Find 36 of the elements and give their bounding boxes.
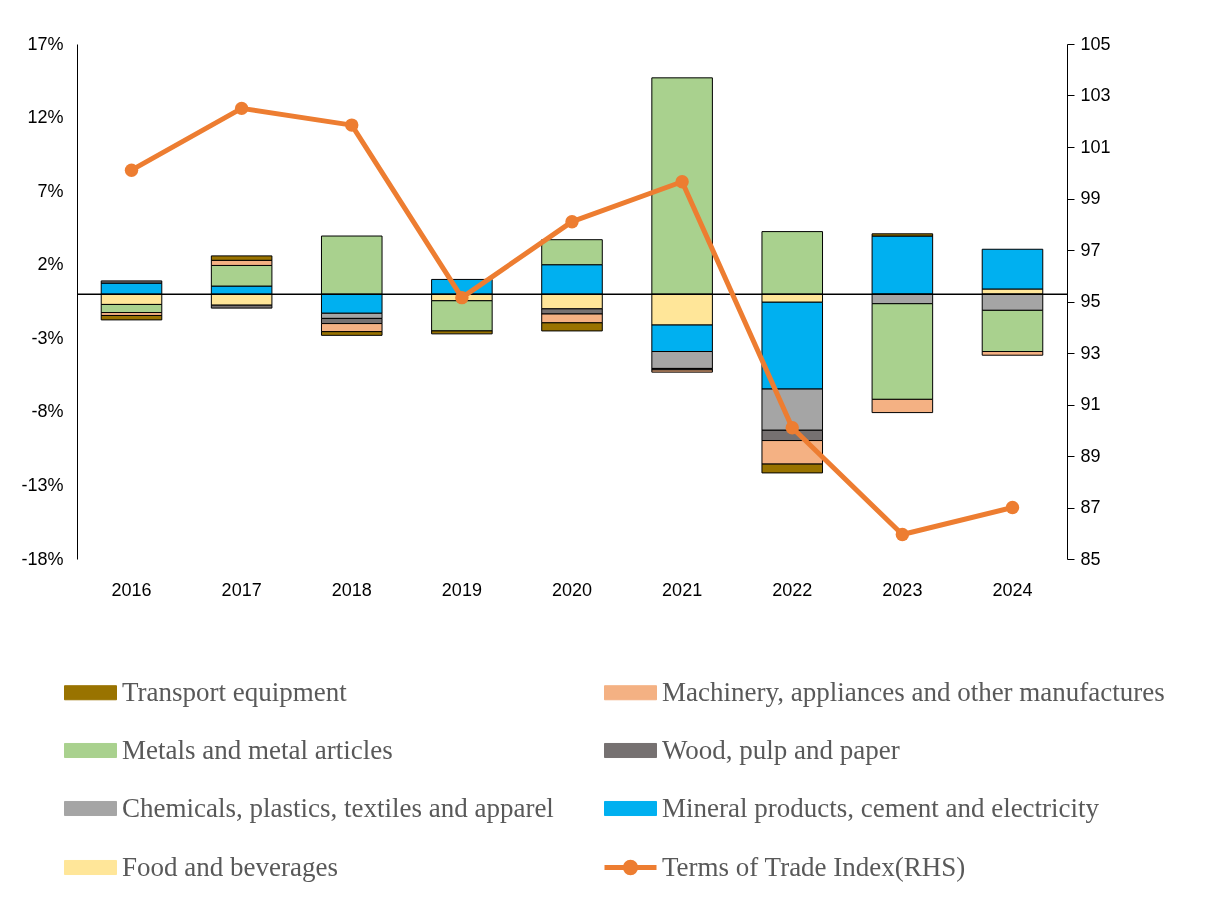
- x-tick-label: 2016: [111, 579, 152, 600]
- y2-tick-label: 85: [1080, 548, 1101, 569]
- y2-tick-label: 105: [1080, 33, 1111, 54]
- x-tick-label: 2017: [221, 579, 262, 600]
- y2-tick-label: 101: [1080, 136, 1111, 157]
- y2-tick-label: 97: [1080, 239, 1101, 260]
- y2-tick-label: 89: [1080, 445, 1101, 466]
- y-tick-label: 17%: [27, 33, 64, 54]
- legend-label: Chemicals, plastics, textiles and apparel: [122, 792, 554, 823]
- x-tick-label: 2024: [992, 579, 1033, 600]
- x-tick-label: 2021: [662, 579, 703, 600]
- y-tick-label: -3%: [31, 327, 64, 348]
- x-tick-label: 2019: [441, 579, 482, 600]
- y2-tick-label: 95: [1080, 291, 1101, 311]
- y2-tick-label: 91: [1080, 394, 1101, 414]
- legend-label: Wood, pulp and paper: [662, 734, 900, 765]
- legend-label: Machinery, appliances and other manufactures: [662, 676, 1165, 707]
- x-tick-label: 2018: [331, 579, 372, 600]
- y2-tick-label: 103: [1080, 85, 1111, 105]
- legend-label: Terms of Trade Index(RHS): [662, 851, 966, 882]
- x-tick-label: 2022: [772, 579, 813, 600]
- legend-label: Food and beverages: [122, 851, 338, 882]
- x-tick-label: 2023: [882, 579, 923, 600]
- x-tick-label: 2020: [551, 579, 593, 600]
- y-tick-label: 12%: [27, 107, 64, 128]
- y-tick-label: -13%: [21, 474, 64, 495]
- y-tick-label: 2%: [37, 254, 64, 275]
- y2-tick-label: 99: [1080, 188, 1101, 208]
- y2-tick-label: 93: [1080, 342, 1101, 363]
- legend-label: Metals and metal articles: [122, 734, 393, 765]
- y-tick-label: -8%: [31, 401, 64, 422]
- y-tick-label: -18%: [21, 548, 64, 569]
- legend-label: Transport equipment: [122, 676, 348, 707]
- y2-tick-label: 87: [1080, 497, 1101, 517]
- legend-label: Mineral products, cement and electricity: [662, 792, 1100, 823]
- y-tick-label: 7%: [37, 180, 64, 201]
